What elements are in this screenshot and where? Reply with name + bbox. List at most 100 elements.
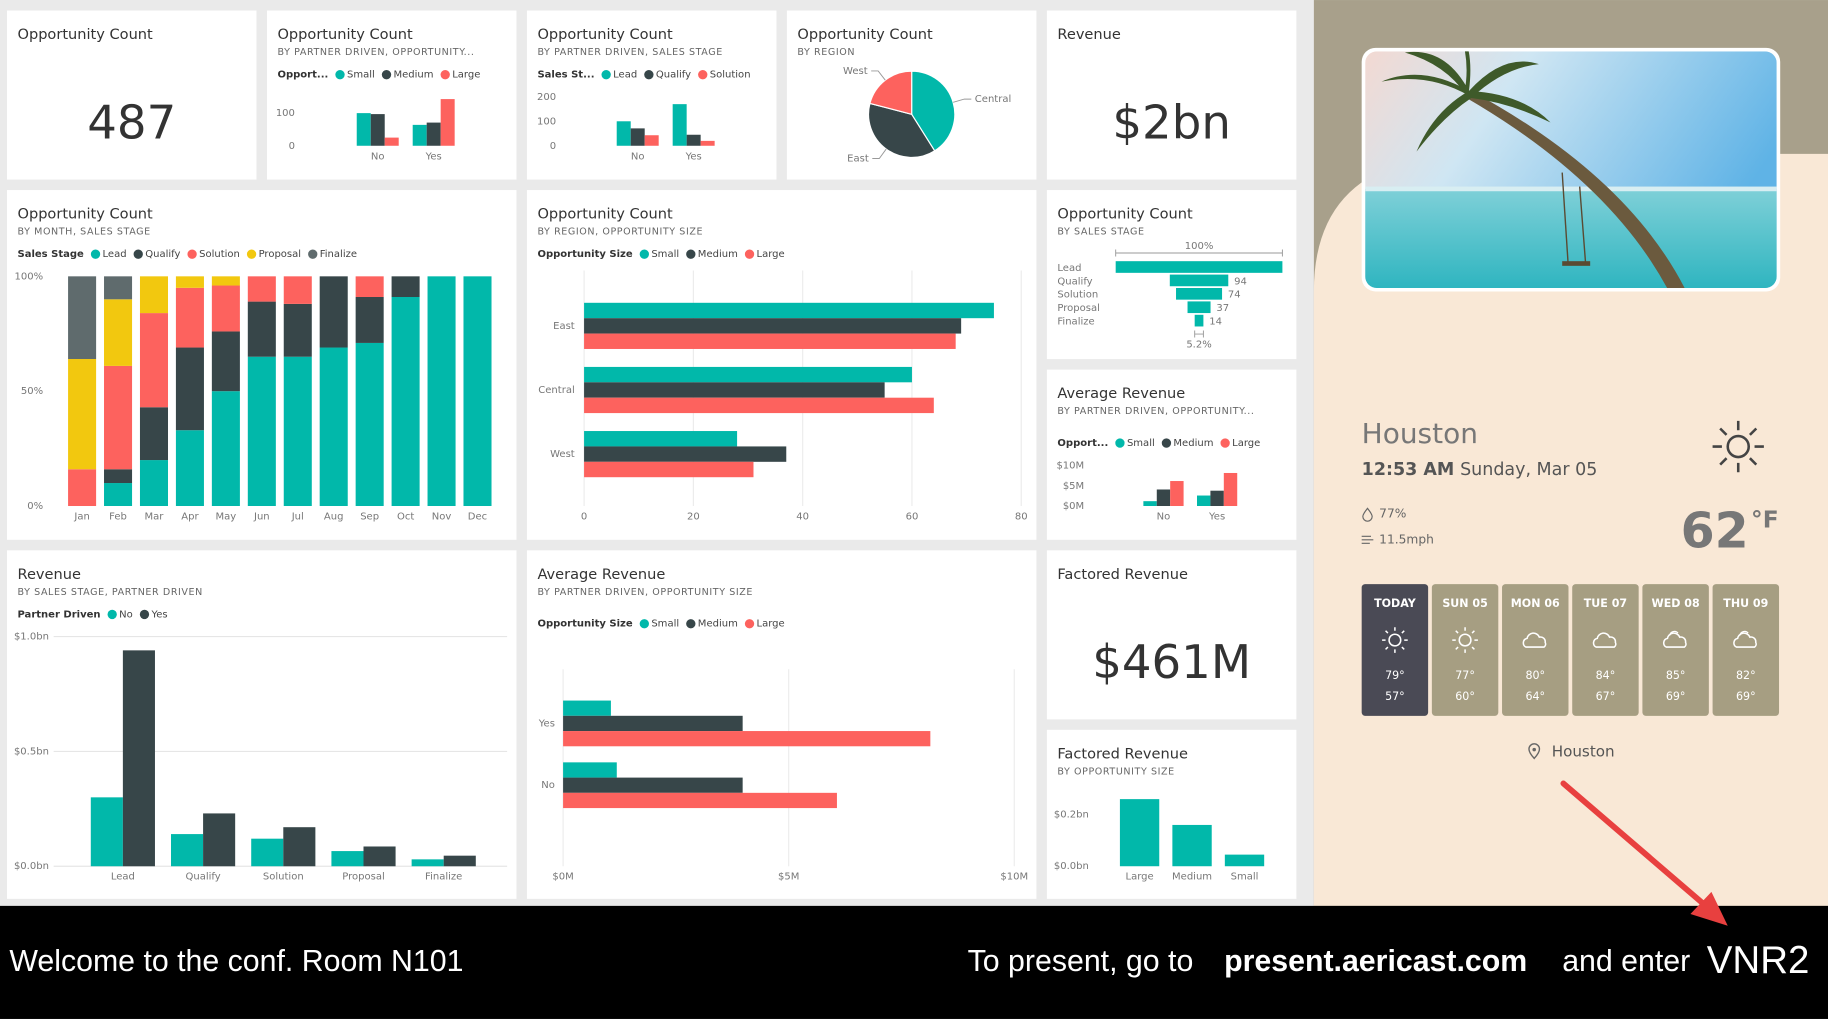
bar [584, 446, 787, 462]
wind: 11.5mph [1379, 532, 1434, 546]
funnel-category: Solution [1057, 290, 1098, 301]
bar [672, 104, 687, 146]
horizon [1365, 186, 1777, 192]
legend-dot [686, 619, 696, 629]
forecast-card [1572, 584, 1639, 716]
tile-title: Revenue [17, 566, 80, 583]
legend-dot [1220, 438, 1230, 448]
tile-title: Average Revenue [537, 566, 665, 583]
tile [1046, 10, 1297, 180]
bar [1210, 490, 1224, 507]
legend-title: Sales Stage [17, 249, 84, 260]
x-tick-label: No [1157, 511, 1171, 522]
tile-title: Opportunity Count [1057, 206, 1193, 223]
x-tick-label: Small [1231, 872, 1259, 883]
x-tick-label: $5M [778, 872, 799, 883]
y-tick-label: 50% [21, 386, 43, 397]
y-tick-label: $1.0bn [14, 632, 49, 643]
temperature: 62 [1681, 502, 1749, 559]
tile [6, 10, 257, 180]
legend-label: Qualify [656, 70, 691, 81]
x-tick-label: 80 [1015, 511, 1028, 522]
x-tick-label: Dec [468, 511, 487, 522]
x-tick-label: 60 [906, 511, 919, 522]
forecast-high: 84° [1596, 669, 1616, 682]
x-tick-label: $0M [552, 872, 573, 883]
dashboard: Opportunity Count 487 Opportunity Count BY … [6, 10, 1297, 899]
tile-title: Factored Revenue [1057, 566, 1188, 583]
pie-slice [867, 102, 936, 158]
funnel-bottom-bracket [1194, 330, 1204, 338]
funnel-value: 74 [1228, 290, 1241, 301]
x-tick-label: Finalize [425, 872, 462, 883]
legend-label: Small [651, 249, 679, 260]
forecast-low: 64° [1525, 690, 1545, 703]
legend-label: Solution [199, 249, 240, 260]
welcome-text: Welcome to the conf. Room N101 [9, 945, 463, 978]
bar [563, 792, 837, 809]
x-tick-label: 40 [796, 511, 809, 522]
bar [686, 134, 701, 146]
x-tick-label: No [371, 151, 385, 162]
x-tick-label: 0 [581, 511, 587, 522]
x-tick-label: Nov [432, 511, 452, 522]
forecast-icon-sun [1739, 630, 1749, 636]
forecast-card [1712, 584, 1780, 716]
legend-label: Large [452, 70, 480, 81]
x-tick-label: Feb [109, 511, 127, 522]
card-value: $461M [1092, 635, 1251, 689]
bar-segment [175, 276, 204, 288]
funnel-value: 37 [1216, 303, 1229, 314]
forecast-day: WED 08 [1652, 597, 1700, 610]
x-tick-label: Lead [111, 872, 135, 883]
bar-segment [211, 391, 240, 507]
tile-subtitle: BY SALES STAGE, PARTNER DRIVEN [17, 587, 202, 598]
x-tick-label: Proposal [342, 872, 385, 883]
sun-icon [1712, 420, 1764, 473]
bar-segment [175, 430, 204, 507]
bar [251, 838, 284, 867]
forecast-low: 69° [1736, 690, 1756, 703]
bar-segment [211, 331, 240, 392]
forecast-icon-sun [1669, 630, 1679, 636]
footer [0, 905, 1828, 1019]
legend-dot [381, 69, 392, 80]
tile-subtitle: BY REGION [797, 47, 855, 58]
x-tick-label: Solution [263, 872, 304, 883]
bar-segment [319, 347, 348, 507]
legend-dot [107, 609, 117, 620]
y-tick-label: Central [538, 385, 574, 396]
funnel-category: Proposal [1057, 303, 1100, 314]
tile [266, 10, 517, 180]
bar [363, 846, 396, 867]
tile-title: Average Revenue [1057, 385, 1185, 402]
legend-label: Solution [710, 70, 751, 81]
bar [700, 140, 715, 146]
legend-dot [686, 249, 696, 259]
forecast-low: 69° [1666, 690, 1686, 703]
forecast-low: 57° [1385, 690, 1405, 703]
legend-label: Small [1127, 438, 1155, 449]
panel-body [1313, 153, 1828, 906]
forecast-icon [1662, 632, 1687, 648]
bar-segment [104, 365, 133, 470]
forecast-icon [1733, 632, 1757, 648]
bar [584, 366, 912, 383]
tile-subtitle: BY OPPORTUNITY SIZE [1057, 766, 1174, 777]
y-tick-label: 100 [537, 116, 556, 127]
bar-segment [283, 276, 312, 304]
tile [1046, 729, 1297, 899]
funnel-bar [1169, 274, 1229, 287]
present-url[interactable]: present.aericast.com [1224, 945, 1527, 978]
bar-segment [175, 287, 204, 348]
legend-dot [133, 249, 143, 259]
legend-dot [639, 619, 649, 629]
forecast-icon [1522, 632, 1547, 648]
forecast-day: THU 09 [1723, 597, 1768, 610]
pie-slice [869, 70, 913, 116]
funnel-category: Qualify [1057, 276, 1092, 287]
forecast-high: 79° [1385, 669, 1405, 682]
legend-dot [335, 69, 345, 80]
bar [171, 834, 204, 867]
tile-title: Opportunity Count [17, 206, 153, 223]
